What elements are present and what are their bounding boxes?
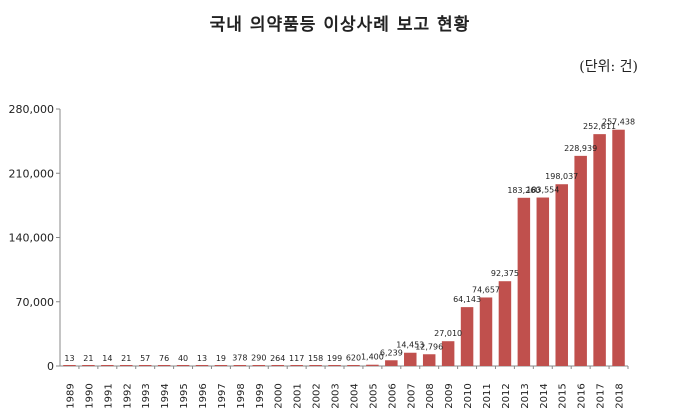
data-label-2004: 620 [346,353,361,362]
bar-2011 [479,297,493,366]
data-label-2001: 117 [289,354,304,363]
x-tick-label-2008: 2008 [425,383,436,408]
x-tick-label-2014: 2014 [539,383,550,408]
data-label-1996: 13 [197,354,207,363]
x-tick-label-2016: 2016 [577,383,588,408]
bar-2010 [460,307,474,366]
data-label-2006: 6,239 [380,348,403,357]
x-tick-label-2018: 2018 [615,383,626,408]
x-tick-label-2001: 2001 [293,383,304,408]
bar-2005 [366,364,379,366]
x-tick-label-1990: 1990 [84,383,95,408]
bar-2014 [536,197,550,366]
x-tick-label-2010: 2010 [463,383,474,408]
unit-label: (단위: 건) [579,59,638,75]
bar-1994 [157,365,171,366]
bar-2016 [574,155,587,366]
data-label-2015: 198,037 [545,172,578,181]
data-label-2017: 252,611 [583,122,616,131]
x-tick-label-1992: 1992 [122,383,133,408]
bar-1991 [101,365,114,366]
data-label-2000: 264 [270,354,285,363]
x-tick-label-1997: 1997 [217,383,228,408]
y-tick-label: 280,000 [9,103,55,116]
data-label-1995: 40 [178,354,188,363]
data-label-2002: 158 [308,354,323,363]
x-tick-label-2005: 2005 [368,383,379,408]
data-label-2011: 74,657 [472,285,500,294]
x-tick-label-1993: 1993 [141,383,152,408]
bar-1997 [214,365,228,366]
x-tick-label-1998: 1998 [236,383,247,408]
x-tick-label-2002: 2002 [312,383,323,408]
bar-1999 [252,365,266,366]
bar-2008 [422,354,436,366]
x-tick-label-1995: 1995 [179,383,190,408]
bar-2013 [517,197,531,366]
bar-2001 [290,365,303,366]
data-label-2007: 14,453 [396,341,424,350]
bar-1993 [138,365,152,366]
x-tick-label-1989: 1989 [65,383,76,408]
x-tick-label-2011: 2011 [482,383,493,408]
bar-1995 [176,365,190,366]
data-label-1997: 19 [216,354,226,363]
x-tick-label-1991: 1991 [103,383,114,408]
bar-2006 [385,360,398,366]
x-tick-label-2012: 2012 [501,383,512,408]
data-label-2010: 64,143 [453,295,481,304]
bar-1992 [120,365,133,366]
bar-2007 [404,352,417,366]
bar-2017 [593,134,606,366]
bar-2000 [271,365,284,366]
y-tick-label: 0 [47,360,54,373]
bar-2009 [441,341,455,366]
data-label-1989: 13 [64,354,74,363]
bar-1990 [82,365,95,366]
data-label-1991: 14 [102,354,112,363]
bar-1989 [63,365,76,366]
data-label-2018: 257,438 [602,118,635,127]
data-label-1990: 21 [83,354,93,363]
bar-2002 [309,365,322,366]
x-tick-label-2009: 2009 [444,383,455,408]
x-tick-label-2000: 2000 [274,383,285,408]
x-tick-label-2006: 2006 [387,383,398,408]
x-tick-label-2003: 2003 [331,383,342,408]
bar-2003 [328,365,341,366]
x-tick-label-1999: 1999 [255,383,266,408]
data-label-1998: 378 [232,354,247,363]
x-tick-label-1996: 1996 [198,383,209,408]
data-label-2003: 199 [327,354,342,363]
x-tick-label-2013: 2013 [520,383,531,408]
y-tick-label: 140,000 [9,232,55,245]
bar-2018 [612,129,625,366]
x-tick-label-2017: 2017 [596,383,607,408]
chart-title: 국내 의약품등 이상사례 보고 현황 [209,15,471,35]
x-tick-label-2007: 2007 [406,383,417,408]
data-label-2009: 27,010 [434,329,462,338]
y-tick-label: 210,000 [9,167,55,180]
data-label-1992: 21 [121,354,131,363]
bar-2004 [347,365,360,366]
bar-2015 [555,184,568,366]
data-label-2013: 183,260 [507,186,540,195]
x-tick-label-2004: 2004 [349,383,360,408]
data-label-1994: 76 [159,354,169,363]
data-label-2014: 183,554 [526,186,559,195]
data-label-2012: 92,375 [491,269,519,278]
data-label-2016: 228,939 [564,144,597,153]
data-label-2008: 12,796 [415,342,443,351]
x-tick-label-2015: 2015 [558,383,569,408]
bar-1998 [233,365,247,366]
data-label-1999: 290 [251,354,266,363]
bar-1996 [195,365,209,366]
data-label-1993: 57 [140,354,150,363]
data-label-2005: 1,400 [361,353,384,362]
x-tick-label-1994: 1994 [160,383,171,408]
bar-2012 [498,281,512,366]
y-tick-label: 70,000 [16,296,55,309]
